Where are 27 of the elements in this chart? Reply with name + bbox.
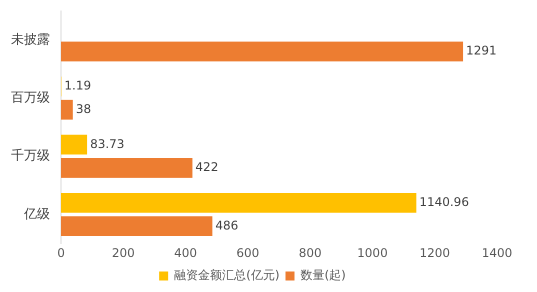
data-label: 486: [215, 218, 238, 232]
data-label: 422: [195, 160, 218, 174]
x-tick-label: 600: [236, 246, 260, 260]
legend-label: 数量(起): [300, 268, 346, 282]
bar: [61, 134, 88, 155]
legend-label: 融资金额汇总(亿元): [174, 268, 280, 282]
bar: [61, 216, 212, 236]
x-tick-label: 800: [298, 246, 322, 260]
data-label: 1.19: [64, 78, 92, 93]
bar: [61, 158, 192, 178]
data-label: 83.73: [90, 136, 124, 151]
x-tick-label: 1000: [357, 246, 388, 260]
y-tick-label: 百万级: [11, 90, 50, 106]
x-tick-label: 400: [174, 246, 198, 260]
bar: [61, 192, 416, 213]
x-tick-label: 0: [57, 246, 65, 260]
data-label: 1140.96: [419, 194, 469, 209]
x-tick-label: 1400: [482, 246, 512, 260]
bar: [61, 42, 464, 62]
data-label: 38: [76, 102, 92, 116]
x-tick-label: 200: [112, 246, 135, 260]
y-tick-label: 千万级: [11, 148, 50, 164]
y-tick-label: 未披露: [11, 32, 50, 48]
y-tick-label: 亿级: [23, 206, 50, 222]
bar: [61, 100, 73, 120]
x-tick-label: 1200: [419, 246, 450, 260]
data-label: 1291: [466, 44, 497, 58]
